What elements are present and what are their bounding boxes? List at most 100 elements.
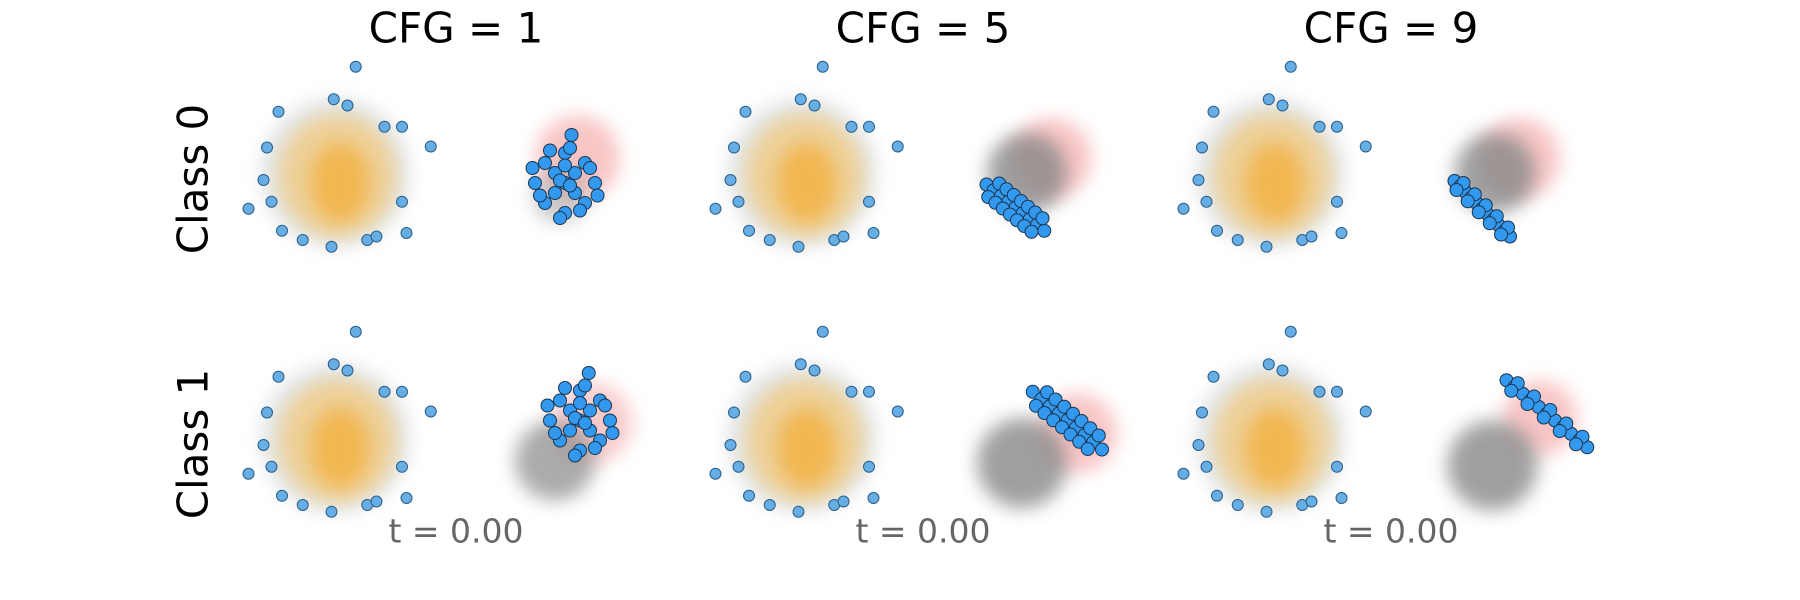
sample-point [1095, 442, 1109, 457]
sample-point [1536, 410, 1551, 425]
source-point [794, 358, 807, 371]
source-point [743, 489, 755, 502]
source-point [1260, 505, 1273, 518]
source-point [837, 230, 850, 243]
source-point [743, 224, 755, 237]
sample-point [564, 128, 579, 142]
sample-point [1520, 397, 1535, 411]
sample-point [598, 398, 612, 413]
panel [1177, 60, 1560, 253]
source-point [709, 467, 722, 480]
source-point [816, 325, 829, 338]
source-point [261, 406, 273, 419]
sample-point [583, 403, 597, 418]
source-point [1276, 364, 1289, 377]
time-label: t = 0.00 [1323, 512, 1458, 551]
panel [242, 60, 620, 253]
density-blob [515, 420, 595, 501]
time-label: t = 0.00 [855, 512, 990, 551]
sample-point [543, 143, 557, 158]
sample-point [1080, 442, 1095, 456]
source-point [276, 224, 288, 237]
source-point [792, 505, 805, 518]
source-point [265, 195, 278, 208]
source-point [891, 405, 904, 418]
source-point [739, 370, 752, 383]
source-point [1231, 234, 1244, 246]
source-point [349, 60, 362, 73]
source-point [341, 99, 354, 112]
source-point [296, 234, 309, 246]
source-point [1211, 489, 1223, 502]
source-point [891, 140, 904, 153]
source-point [257, 439, 270, 451]
source-point [424, 405, 437, 418]
sample-point [558, 158, 572, 173]
sample-point [563, 141, 577, 155]
source-point [272, 370, 285, 383]
sample-point [603, 413, 617, 428]
sample-point [558, 381, 572, 395]
sample-point [581, 366, 596, 380]
density-core [1245, 408, 1305, 488]
source-point [276, 489, 288, 502]
source-point [1331, 120, 1343, 133]
sample-point [568, 448, 582, 463]
source-point [257, 174, 270, 186]
sample-point [563, 423, 577, 438]
source-point [272, 105, 285, 118]
source-point [325, 505, 338, 518]
source-point [242, 202, 255, 215]
source-point [1359, 140, 1372, 153]
column-title: CFG = 9 [1304, 4, 1479, 53]
density-core [310, 143, 370, 223]
density-core [310, 408, 370, 488]
density-blob [1447, 420, 1538, 511]
source-point [1192, 439, 1205, 451]
source-point [1335, 492, 1348, 504]
source-point [863, 195, 875, 208]
source-point [396, 385, 408, 398]
source-point [1331, 460, 1343, 473]
source-point [327, 358, 340, 371]
source-point [296, 499, 309, 511]
sample-point [1482, 216, 1497, 231]
source-point [1331, 385, 1343, 398]
sample-point [573, 203, 587, 218]
sample-point [573, 396, 587, 410]
source-point [1313, 385, 1326, 398]
source-point [1192, 174, 1205, 186]
source-point [1313, 120, 1326, 133]
sample-point [525, 161, 540, 175]
source-point [837, 495, 850, 508]
sample-point [1504, 383, 1519, 398]
source-point [845, 120, 858, 133]
sample-point [1449, 183, 1464, 197]
sample-point [548, 426, 562, 440]
source-point [863, 120, 875, 133]
sample-point [605, 426, 620, 440]
source-point [739, 105, 752, 118]
source-point [378, 385, 391, 398]
source-point [242, 467, 255, 480]
source-point [863, 460, 875, 473]
panel [709, 60, 1092, 253]
source-point [1276, 99, 1289, 112]
column-title: CFG = 1 [369, 4, 544, 53]
panel [709, 325, 1117, 518]
time-label: t = 0.00 [388, 512, 523, 551]
row-label: Class 0 [169, 104, 218, 255]
source-point [1305, 230, 1318, 243]
source-point [349, 325, 362, 338]
sample-point [588, 441, 602, 455]
sample-point [543, 413, 557, 428]
source-point [867, 492, 880, 504]
source-point [400, 492, 413, 504]
source-point [1260, 240, 1273, 253]
source-point [1196, 406, 1208, 419]
source-point [792, 240, 805, 253]
source-point [1200, 195, 1213, 208]
sample-point [1035, 211, 1050, 226]
source-point [732, 460, 745, 473]
